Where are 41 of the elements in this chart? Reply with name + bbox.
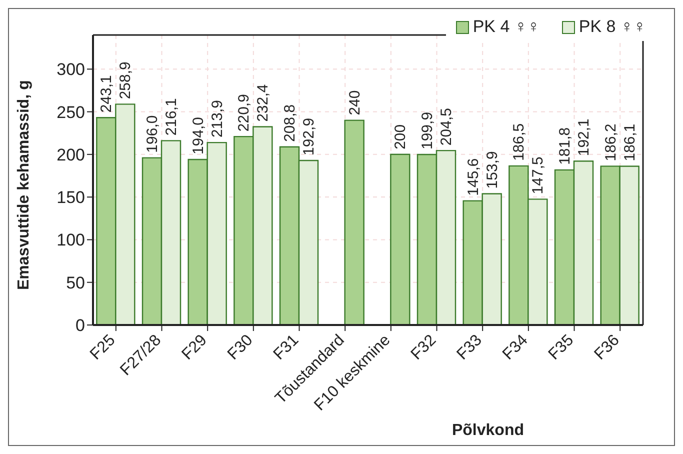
x-tick-label: F33 bbox=[454, 332, 486, 364]
data-label: 213,9 bbox=[208, 100, 226, 138]
y-tick-label: 300 bbox=[56, 60, 85, 80]
data-label: 145,6 bbox=[464, 158, 482, 196]
y-axis-title: Emasvuttide kehamassid, g bbox=[16, 80, 33, 290]
data-label: 220,9 bbox=[236, 94, 253, 132]
data-label: 200 bbox=[392, 124, 410, 150]
data-label: 208,8 bbox=[282, 104, 298, 142]
x-axis-title: Põlvkond bbox=[452, 422, 524, 439]
y-tick-label: 50 bbox=[66, 273, 85, 292]
data-label: 192,1 bbox=[576, 118, 592, 156]
x-tick-label: F34 bbox=[500, 332, 532, 364]
data-label: 186,5 bbox=[510, 123, 528, 161]
data-label: 240 bbox=[346, 90, 364, 116]
x-tick-label: F32 bbox=[408, 332, 440, 364]
data-label: 186,2 bbox=[602, 124, 620, 162]
y-tick-label: 100 bbox=[56, 230, 85, 250]
x-tick-label: F25 bbox=[87, 332, 119, 364]
data-label: 147,5 bbox=[530, 156, 547, 194]
data-label: 243,1 bbox=[98, 75, 116, 113]
data-label: 232,4 bbox=[254, 84, 272, 122]
data-label: 194,0 bbox=[190, 116, 207, 155]
legend-label: PK 4 ♀♀ bbox=[472, 17, 540, 37]
data-label: 204,5 bbox=[438, 108, 455, 146]
y-tick-label: 150 bbox=[56, 188, 85, 208]
x-tick-label: F29 bbox=[178, 332, 210, 364]
data-label: 258,9 bbox=[117, 62, 134, 100]
data-label: 153,9 bbox=[484, 151, 501, 189]
data-label: 192,9 bbox=[300, 118, 318, 156]
x-tick-label: F35 bbox=[546, 332, 578, 364]
x-tick-label: F30 bbox=[224, 332, 256, 364]
y-tick-label: 0 bbox=[76, 316, 85, 336]
data-label: 196,0 bbox=[144, 115, 161, 153]
x-tick-label: F36 bbox=[591, 332, 623, 364]
data-label: 199,9 bbox=[419, 112, 436, 150]
data-label: 216,1 bbox=[163, 98, 180, 136]
y-tick-label: 200 bbox=[56, 145, 85, 164]
data-label: 181,8 bbox=[556, 127, 574, 165]
data-label: 186,1 bbox=[621, 124, 638, 162]
y-tick-label: 250 bbox=[56, 102, 85, 122]
legend-label: PK 8 ♀♀ bbox=[578, 17, 646, 37]
